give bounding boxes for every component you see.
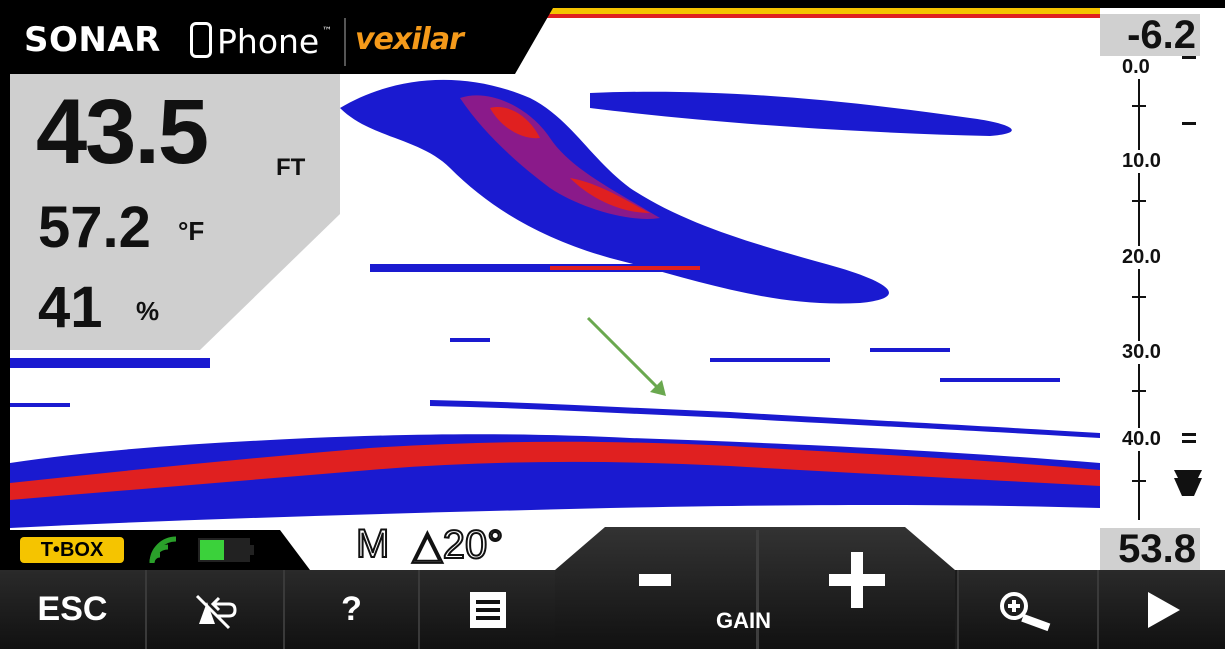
scale-tick (1132, 296, 1146, 298)
temperature-unit: °F (178, 216, 205, 246)
menu-button[interactable] (418, 570, 555, 649)
mode-indicator: M (355, 521, 390, 567)
scale-tick (1132, 390, 1146, 392)
scale-dash (1182, 56, 1196, 59)
help-label: ? (341, 590, 362, 628)
battery-value: 41 (38, 275, 103, 340)
depth-value: 43.5 (36, 81, 209, 183)
depth-unit: FT (276, 154, 306, 181)
brand-phone-text: Phone (217, 22, 320, 61)
help-button[interactable]: ? (283, 570, 418, 649)
brand-header: SONAR Phone ™ vexilar (10, 8, 553, 74)
depth-scale (1100, 8, 1225, 570)
scale-label-0: 0.0 (1122, 56, 1150, 79)
phone-icon (190, 22, 212, 58)
play-icon (1148, 591, 1180, 628)
scale-tick (1132, 480, 1146, 482)
transducer-icon (1174, 470, 1202, 496)
vexilar-logo: vexilar (355, 22, 464, 57)
temperature-value: 57.2 (38, 195, 151, 260)
flag-return-icon (195, 594, 237, 629)
gain-decrease-button[interactable] (560, 530, 750, 630)
plus-icon (829, 552, 885, 608)
brand-sonar-text: SONAR (24, 20, 161, 60)
flag-return-button[interactable] (145, 570, 283, 649)
brand-divider (344, 18, 346, 66)
menu-icon (469, 591, 506, 628)
gain-control-panel (555, 527, 955, 649)
gain-divider (756, 530, 759, 649)
battery-icon (198, 538, 254, 562)
esc-label: ESC (37, 590, 108, 628)
readout-background (10, 74, 340, 350)
minus-icon (639, 574, 671, 586)
wifi-signal-icon (149, 536, 177, 564)
scale-label-20: 20.0 (1122, 246, 1161, 269)
scale-tick (1132, 105, 1146, 107)
scale-dash (1182, 433, 1196, 436)
gain-increase-button[interactable] (762, 530, 952, 630)
scale-dash (1182, 122, 1196, 125)
top-depth-offset: -6.2 (1100, 14, 1200, 56)
trademark-symbol: ™ (322, 26, 332, 37)
tbox-badge: T•BOX (20, 537, 124, 563)
esc-button[interactable]: ESC (0, 570, 145, 649)
scale-label-40: 40.0 (1122, 428, 1161, 451)
battery-unit: % (136, 296, 160, 326)
zoom-in-icon (1000, 591, 1051, 631)
scale-label-10: 10.0 (1122, 150, 1161, 173)
bottom-depth: 53.8 (1100, 528, 1200, 570)
scale-label-30: 30.0 (1122, 341, 1161, 364)
readout-panel: 43.5 FT 57.2 °F 41 % (10, 74, 340, 350)
scale-dash (1182, 440, 1196, 443)
depth-scale-line (1138, 60, 1140, 520)
scale-tick (1132, 200, 1146, 202)
play-button[interactable] (1097, 570, 1225, 649)
zoom-button[interactable] (957, 570, 1097, 649)
cone-angle-indicator: △20° (411, 522, 504, 568)
gain-label: GAIN (716, 608, 771, 633)
